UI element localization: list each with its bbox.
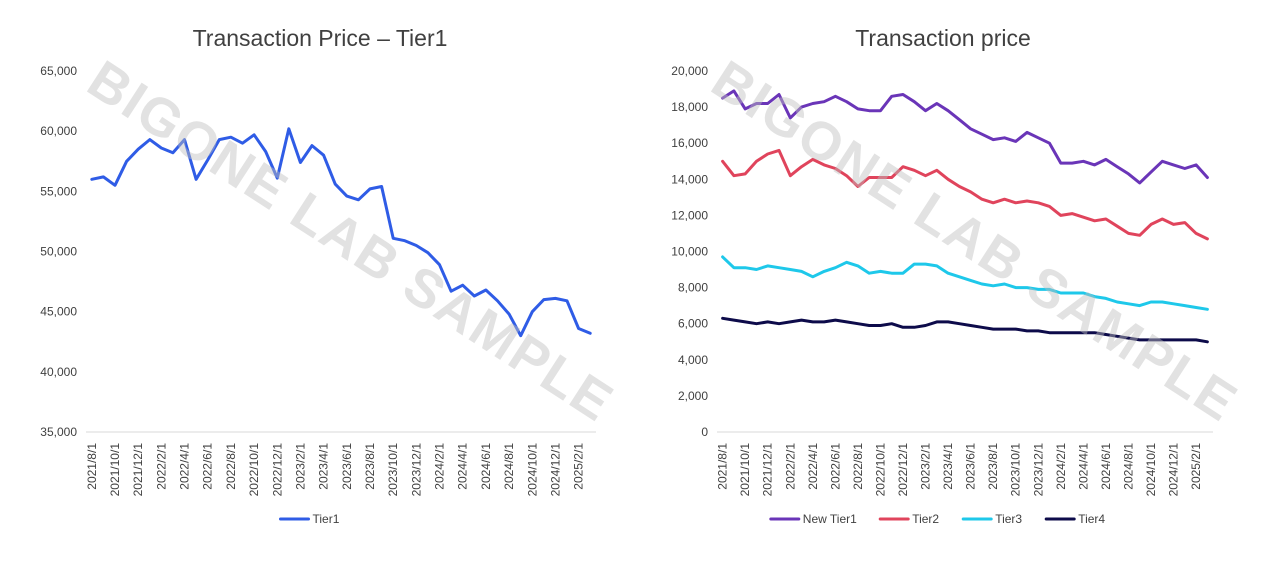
series-line-tier3 (721, 255, 1209, 311)
x-tick-label: 2021/12/1 (761, 443, 775, 497)
x-tick-label: 2024/6/1 (479, 443, 493, 490)
x-tick-label: 2022/2/1 (154, 443, 168, 490)
legend-label: Tier3 (995, 512, 1022, 526)
x-tick-label: 2021/12/1 (131, 443, 145, 497)
x-tick-label: 2024/10/1 (1144, 443, 1158, 497)
x-tick-label: 2023/8/1 (986, 443, 1000, 490)
x-tick-label: 2022/10/1 (247, 443, 261, 497)
legend-label: Tier1 (313, 512, 340, 526)
x-tick-label: 2022/12/1 (896, 443, 910, 497)
y-tick-label: 40,000 (40, 365, 77, 379)
y-tick-label: 2,000 (678, 389, 708, 403)
legend-item-tier1: Tier1 (279, 512, 340, 526)
x-tick-label: 2021/10/1 (108, 443, 122, 497)
x-tick-label: 2023/4/1 (941, 443, 955, 490)
x-tick-label: 2022/12/1 (270, 443, 284, 497)
x-tick-label: 2023/2/1 (293, 443, 307, 490)
x-tick-label: 2025/2/1 (572, 443, 586, 490)
x-tick-label: 2024/10/1 (525, 443, 539, 497)
y-tick-label: 14,000 (671, 172, 708, 186)
x-tick-label: 2024/8/1 (502, 443, 516, 490)
chart-title: Transaction Price – Tier1 (193, 25, 448, 51)
x-tick-label: 2021/10/1 (738, 443, 752, 497)
y-tick-label: 55,000 (40, 184, 77, 198)
legend-label: New Tier1 (803, 512, 857, 526)
x-tick-label: 2023/10/1 (386, 443, 400, 497)
x-tick-label: 2022/10/1 (873, 443, 887, 497)
x-tick-label: 2023/2/1 (919, 443, 933, 490)
series-line-tier1 (90, 127, 592, 338)
legend-item-new-tier1: New Tier1 (769, 512, 857, 526)
legend-item-tier2: Tier2 (878, 512, 939, 526)
x-tick-label: 2023/4/1 (317, 443, 331, 490)
y-tick-label: 18,000 (671, 100, 708, 114)
y-tick-label: 65,000 (40, 64, 77, 78)
x-tick-label: 2024/4/1 (456, 443, 470, 490)
x-tick-label: 2024/6/1 (1099, 443, 1113, 490)
chart-title: Transaction price (855, 25, 1031, 51)
x-tick-label: 2024/2/1 (1054, 443, 1068, 490)
x-tick-label: 2023/6/1 (964, 443, 978, 490)
legend-label: Tier2 (912, 512, 939, 526)
legend-item-tier4: Tier4 (1044, 512, 1105, 526)
y-tick-label: 10,000 (671, 245, 708, 259)
x-tick-label: 2025/2/1 (1189, 443, 1203, 490)
y-tick-label: 35,000 (40, 425, 77, 439)
y-tick-label: 12,000 (671, 208, 708, 222)
series-line-new-tier1 (721, 89, 1209, 185)
x-tick-label: 2024/2/1 (433, 443, 447, 490)
x-tick-label: 2024/8/1 (1121, 443, 1135, 490)
x-tick-label: 2022/6/1 (201, 443, 215, 490)
x-tick-label: 2022/4/1 (178, 443, 192, 490)
x-tick-label: 2023/12/1 (1031, 443, 1045, 497)
x-tick-label: 2022/8/1 (224, 443, 238, 490)
x-tick-label: 2024/12/1 (548, 443, 562, 497)
y-tick-label: 60,000 (40, 124, 77, 138)
legend-label: Tier4 (1078, 512, 1105, 526)
x-tick-label: 2023/12/1 (409, 443, 423, 497)
legend-item-tier3: Tier3 (961, 512, 1022, 526)
x-tick-label: 2021/8/1 (716, 443, 730, 490)
x-tick-label: 2022/4/1 (806, 443, 820, 490)
x-tick-label: 2022/2/1 (783, 443, 797, 490)
y-tick-label: 45,000 (40, 305, 77, 319)
y-tick-label: 20,000 (671, 64, 708, 78)
y-tick-label: 0 (701, 425, 708, 439)
series-line-tier2 (721, 148, 1209, 241)
y-tick-label: 16,000 (671, 136, 708, 150)
x-tick-label: 2022/6/1 (828, 443, 842, 490)
y-tick-label: 4,000 (678, 353, 708, 367)
y-tick-label: 8,000 (678, 281, 708, 295)
x-tick-label: 2022/8/1 (851, 443, 865, 490)
y-tick-label: 50,000 (40, 245, 77, 259)
x-tick-label: 2021/8/1 (85, 443, 99, 490)
x-tick-label: 2024/12/1 (1167, 443, 1181, 497)
y-tick-label: 6,000 (678, 317, 708, 331)
x-tick-label: 2023/6/1 (340, 443, 354, 490)
x-tick-label: 2024/4/1 (1076, 443, 1090, 490)
x-tick-label: 2023/10/1 (1009, 443, 1023, 497)
series-line-tier4 (721, 316, 1209, 344)
x-tick-label: 2023/8/1 (363, 443, 377, 490)
